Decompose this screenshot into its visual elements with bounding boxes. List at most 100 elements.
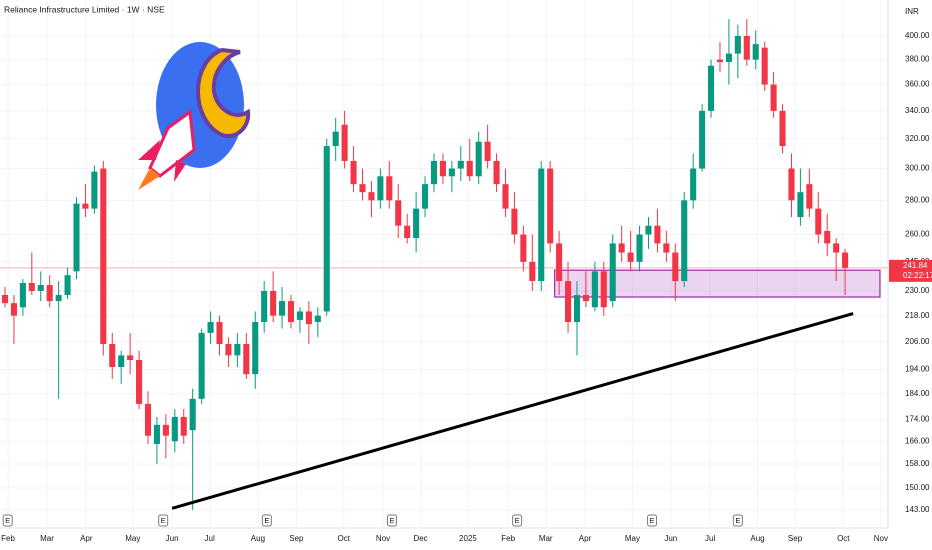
candle-body bbox=[618, 243, 625, 253]
currency-label: INR bbox=[905, 7, 919, 16]
candle-body bbox=[19, 283, 26, 308]
y-tick-label: 206.00 bbox=[905, 337, 930, 346]
candle-body bbox=[538, 168, 545, 282]
event-label: E bbox=[389, 516, 394, 525]
candle-body bbox=[207, 322, 214, 333]
candle-body bbox=[305, 311, 312, 325]
candle-body bbox=[234, 343, 241, 356]
candle-body bbox=[672, 252, 679, 282]
y-tick-label: 158.00 bbox=[905, 459, 930, 468]
x-tick-label: Apr bbox=[80, 534, 93, 543]
x-tick-label: Apr bbox=[579, 534, 592, 543]
candle-body bbox=[279, 301, 286, 316]
candle-body bbox=[484, 141, 491, 161]
y-tick-label: 174.00 bbox=[905, 415, 930, 424]
y-tick-label: 230.00 bbox=[905, 286, 930, 295]
event-marker bbox=[261, 514, 272, 527]
candle-body bbox=[636, 234, 643, 262]
candle-body bbox=[136, 359, 143, 404]
candle-body bbox=[609, 243, 616, 302]
candle-body bbox=[46, 284, 53, 302]
candle-body bbox=[37, 284, 44, 291]
candle-body bbox=[761, 47, 768, 85]
chart-title: Reliance Infrastructure Limited · 1W · N… bbox=[4, 4, 165, 14]
candle-body bbox=[395, 200, 402, 226]
candle-body bbox=[10, 303, 17, 316]
candle-body bbox=[842, 252, 849, 268]
candle-body bbox=[699, 110, 706, 169]
candle-body bbox=[55, 294, 62, 302]
candle-body bbox=[645, 225, 652, 235]
x-tick-label: 2025 bbox=[459, 534, 477, 543]
x-tick-label: Jun bbox=[664, 534, 677, 543]
candle-body bbox=[824, 230, 831, 244]
candle-body bbox=[627, 252, 634, 262]
candle-body bbox=[153, 424, 160, 444]
x-tick-label: Feb bbox=[1, 534, 15, 543]
candle-body bbox=[332, 131, 339, 147]
x-tick-label: Oct bbox=[837, 534, 850, 543]
candle-body bbox=[64, 275, 71, 295]
candle-body bbox=[73, 203, 80, 272]
x-tick-label: Mar bbox=[40, 534, 54, 543]
candle-body bbox=[422, 184, 429, 209]
candle-body bbox=[341, 124, 348, 161]
candle-body bbox=[144, 403, 152, 436]
candle-body bbox=[216, 322, 223, 344]
event-label: E bbox=[515, 516, 520, 525]
event-label: E bbox=[5, 516, 10, 525]
candle-body bbox=[377, 176, 384, 201]
y-tick-label: 166.00 bbox=[905, 436, 930, 445]
candle-body bbox=[127, 355, 134, 360]
candle-body bbox=[109, 343, 116, 368]
candle-body bbox=[582, 294, 589, 302]
candle-body bbox=[797, 192, 804, 218]
candle-body bbox=[556, 243, 563, 282]
y-tick-label: 184.00 bbox=[905, 389, 930, 398]
logo-moon bbox=[196, 47, 251, 138]
event-label: E bbox=[161, 516, 166, 525]
candle-body bbox=[287, 301, 295, 323]
candle-body bbox=[716, 59, 724, 63]
event-marker bbox=[512, 514, 523, 527]
candle-body bbox=[788, 168, 795, 201]
candle-body bbox=[386, 176, 393, 201]
price-label: 241.84 bbox=[903, 261, 928, 270]
candle-body bbox=[350, 160, 357, 185]
candles bbox=[1, 19, 849, 510]
x-tick-label: Oct bbox=[337, 534, 350, 543]
x-tick-label: Jul bbox=[205, 534, 215, 543]
candle-body bbox=[439, 160, 446, 177]
candle-body bbox=[466, 160, 473, 177]
candle-body bbox=[654, 225, 661, 244]
x-tick-label: Aug bbox=[251, 534, 265, 543]
candle-body bbox=[171, 416, 178, 442]
y-tick-label: 340.00 bbox=[905, 106, 930, 115]
candle-body bbox=[565, 281, 572, 323]
candle-body bbox=[511, 208, 518, 235]
y-tick-label: 218.00 bbox=[905, 311, 930, 320]
candle-body bbox=[252, 322, 259, 375]
event-label: E bbox=[735, 516, 740, 525]
candle-body bbox=[725, 53, 732, 63]
zone bbox=[554, 269, 881, 298]
event-marker bbox=[647, 514, 658, 527]
x-tick-label: Sep bbox=[289, 534, 304, 543]
candle-body bbox=[323, 146, 330, 312]
candle-body bbox=[752, 44, 759, 60]
candle-body bbox=[770, 84, 777, 111]
event-marker bbox=[2, 514, 13, 527]
x-tick-label: Feb bbox=[501, 534, 515, 543]
candle-body bbox=[368, 192, 375, 201]
candle-body bbox=[743, 35, 750, 60]
candle-body bbox=[681, 200, 688, 282]
logo-fins bbox=[138, 140, 186, 182]
x-tick-label: Mar bbox=[539, 534, 553, 543]
candle-body bbox=[448, 168, 455, 177]
candle-body bbox=[475, 141, 482, 177]
candle-body bbox=[690, 168, 697, 201]
candle-body bbox=[806, 184, 813, 209]
candle-body bbox=[815, 208, 822, 235]
